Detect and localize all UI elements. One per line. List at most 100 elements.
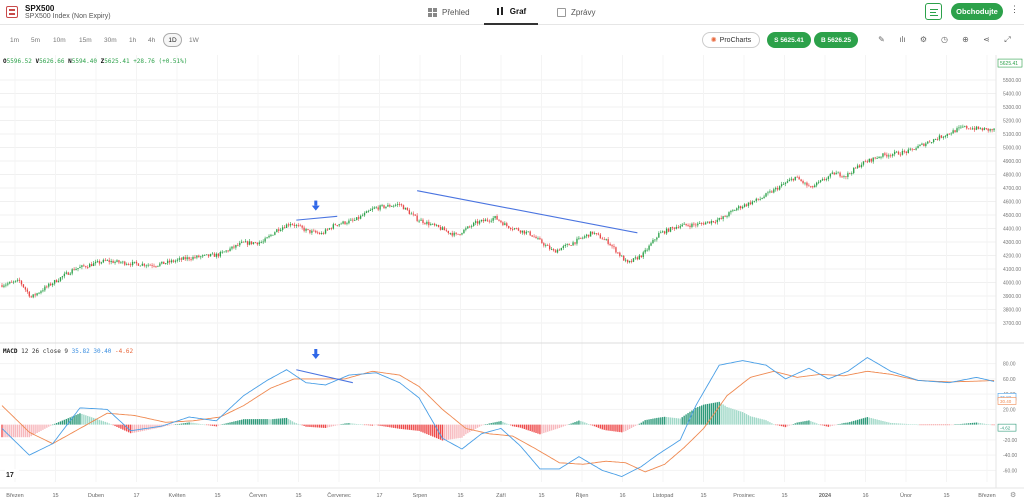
timeframe-10m[interactable]: 10m — [53, 36, 66, 44]
price-tick-label: 4800.00 — [1003, 173, 1021, 179]
histogram-bar — [492, 422, 494, 425]
candle-body — [595, 233, 598, 234]
buy-button[interactable]: B 5626.25 — [814, 32, 858, 48]
candle-body — [106, 260, 108, 261]
candle-body — [124, 261, 126, 265]
candle-body — [73, 269, 75, 271]
histogram-bar — [57, 422, 60, 425]
histogram-bar — [814, 422, 816, 425]
histogram-bar — [398, 424, 401, 429]
fullscreen-icon[interactable]: ⤢ — [1004, 35, 1011, 44]
candle-body — [87, 267, 89, 268]
trade-button[interactable]: Obchodujte — [951, 3, 1003, 20]
histogram-bar — [428, 424, 430, 435]
candle-body — [192, 257, 194, 260]
candle-body — [252, 242, 255, 244]
candle-body — [792, 178, 794, 181]
share-icon[interactable]: ⋖ — [983, 35, 990, 44]
histogram-bar — [204, 424, 206, 426]
candle-body — [492, 218, 494, 221]
signal-value-box — [997, 397, 1017, 405]
timeframe-15m[interactable]: 15m — [79, 36, 92, 44]
trendline[interactable] — [296, 369, 353, 384]
add-circle-icon[interactable]: ⊕ — [962, 35, 969, 44]
settings-gear-icon[interactable]: ⚙ — [919, 35, 928, 44]
candle-body — [716, 219, 718, 223]
candle-body — [981, 128, 984, 131]
price-tick-label: 4300.00 — [1003, 240, 1021, 246]
histogram-bar — [667, 417, 670, 425]
tab-overview[interactable]: Přehled — [428, 0, 470, 25]
tab-news[interactable]: Zprávy — [557, 0, 595, 25]
timeframe-1w[interactable]: 1W — [189, 36, 199, 44]
time-tick-label: 17 — [376, 493, 382, 499]
candle-body — [802, 181, 804, 184]
candle-body — [835, 172, 837, 175]
time-tick-label: 15 — [295, 493, 301, 499]
candle-body — [53, 280, 56, 284]
histogram-bar — [170, 424, 173, 426]
draw-pencil-icon[interactable]: ✎ — [878, 35, 885, 44]
timeframe-5m[interactable]: 5m — [31, 36, 41, 44]
candle-body — [22, 284, 25, 288]
candle-body — [435, 224, 438, 226]
alarm-clock-icon[interactable]: ◷ — [941, 35, 948, 44]
histogram-bar — [587, 423, 590, 425]
candle-body — [200, 256, 202, 258]
candle-body — [814, 185, 816, 188]
candle-body — [915, 148, 917, 150]
timeframe-1h[interactable]: 1h — [129, 36, 137, 44]
candle-body — [311, 230, 313, 233]
histogram-bar — [276, 418, 278, 425]
histogram-bar — [611, 424, 613, 432]
histogram-bar — [751, 416, 754, 425]
candle-body — [155, 266, 157, 268]
histogram-bar — [975, 422, 978, 425]
candle-body — [786, 181, 789, 183]
candle-body — [79, 266, 81, 269]
candle-body — [704, 222, 707, 225]
indicators-icon[interactable]: ılı — [899, 35, 906, 44]
time-tick-label: 15 — [781, 493, 787, 499]
price-chart[interactable]: 5500.00 5400.00 5300.00 5200.00 5100.00 5000.… — [0, 55, 1024, 501]
histogram-bar — [50, 424, 52, 426]
histogram-bar — [977, 422, 980, 425]
histogram-bar — [749, 416, 752, 425]
candle-body — [352, 219, 354, 221]
histogram-bar — [315, 424, 317, 428]
trendline[interactable] — [296, 215, 338, 221]
candle-body — [469, 226, 471, 228]
histogram-bar — [143, 424, 145, 431]
price-tick-label: 4900.00 — [1003, 159, 1021, 165]
histogram-bar — [810, 421, 812, 425]
more-options-icon[interactable]: ⋮ — [1010, 4, 1019, 14]
candle-body — [320, 233, 323, 234]
timeframe-1m[interactable]: 1m — [10, 36, 20, 44]
histogram-bar — [217, 424, 220, 426]
candle-body — [77, 268, 79, 270]
candle-body — [858, 165, 861, 168]
candle-body — [718, 218, 720, 220]
candle-body — [424, 222, 426, 224]
timeframe-1d[interactable]: 1D — [163, 33, 182, 47]
watchlist-button[interactable] — [925, 3, 942, 20]
tab-chart[interactable]: Graf — [484, 0, 538, 25]
trendline[interactable] — [417, 190, 638, 234]
histogram-bar — [767, 421, 769, 425]
axis-settings-gear-icon[interactable]: ⚙ — [1010, 491, 1016, 499]
candle-body — [471, 225, 473, 227]
timeframe-30m[interactable]: 30m — [104, 36, 117, 44]
current-price-label: 5625.41 — [1000, 61, 1018, 67]
timeframe-4h[interactable]: 4h — [148, 36, 156, 44]
candle-body — [102, 259, 105, 263]
histogram-bar — [665, 417, 668, 425]
candle-body — [137, 263, 140, 266]
procharts-button[interactable]: ✺ ProCharts — [702, 32, 760, 48]
time-tick-label: 17 — [133, 493, 139, 499]
candle-body — [966, 126, 968, 129]
sell-button[interactable]: S 5625.41 — [767, 32, 811, 48]
histogram-bar — [929, 424, 931, 426]
histogram-bar — [535, 424, 537, 434]
histogram-bar — [591, 424, 594, 426]
candle-body — [223, 251, 225, 253]
